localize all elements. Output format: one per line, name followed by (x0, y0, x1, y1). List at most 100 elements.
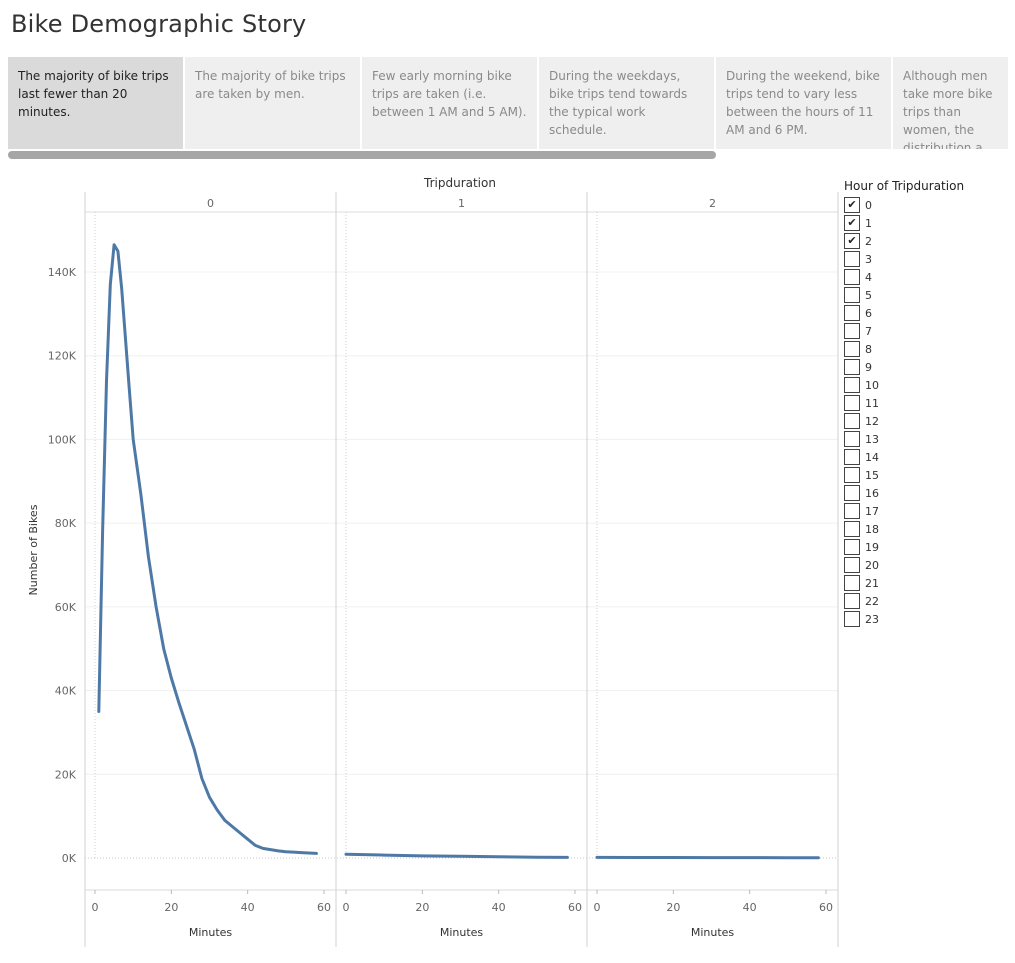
hour-filter-label: 22 (865, 594, 879, 608)
hour-filter-item-3[interactable]: 3 (844, 250, 1009, 268)
checkbox-unchecked-icon[interactable] (844, 251, 860, 267)
hour-filter-label: 5 (865, 288, 872, 302)
column-header-title: Tripduration (423, 176, 496, 190)
hour-filter-label: 7 (865, 324, 872, 338)
story-nav-scrollbar[interactable] (8, 151, 716, 159)
hour-filter-item-1[interactable]: ✔ 1 (844, 214, 1009, 232)
hour-filter-item-7[interactable]: 7 (844, 322, 1009, 340)
story-navigator: The majority of bike trips last fewer th… (8, 57, 1008, 149)
checkbox-unchecked-icon[interactable] (844, 575, 860, 591)
hour-filter-item-17[interactable]: 17 (844, 502, 1009, 520)
checkbox-unchecked-icon[interactable] (844, 485, 860, 501)
story-point-2[interactable]: The majority of bike trips are taken by … (185, 57, 360, 149)
hour-filter-item-5[interactable]: 5 (844, 286, 1009, 304)
x-tick-label: 20 (415, 901, 429, 914)
story-point-4-caption: During the weekdays, bike trips tend tow… (549, 69, 688, 137)
y-tick-label: 0K (62, 852, 77, 865)
hour-filter-item-10[interactable]: 10 (844, 376, 1009, 394)
hour-filter-item-9[interactable]: 9 (844, 358, 1009, 376)
hour-filter-item-6[interactable]: 6 (844, 304, 1009, 322)
hour-filter-label: 16 (865, 486, 879, 500)
hour-filter-item-14[interactable]: 14 (844, 448, 1009, 466)
hour-filter-item-16[interactable]: 16 (844, 484, 1009, 502)
x-tick-label: 0 (594, 901, 601, 914)
x-tick-label: 0 (343, 901, 350, 914)
checkbox-checked-icon[interactable]: ✔ (844, 197, 860, 213)
checkbox-checked-icon[interactable]: ✔ (844, 233, 860, 249)
y-tick-label: 40K (55, 685, 77, 698)
story-point-1[interactable]: The majority of bike trips last fewer th… (8, 57, 183, 149)
hour-filter-label: 1 (865, 216, 872, 230)
checkbox-unchecked-icon[interactable] (844, 269, 860, 285)
checkbox-unchecked-icon[interactable] (844, 413, 860, 429)
hour-filter-item-2[interactable]: ✔ 2 (844, 232, 1009, 250)
hour-filter-item-15[interactable]: 15 (844, 466, 1009, 484)
x-tick-label: 40 (492, 901, 506, 914)
x-tick-label: 0 (92, 901, 99, 914)
hour-filter-label: 6 (865, 306, 872, 320)
checkbox-unchecked-icon[interactable] (844, 359, 860, 375)
story-point-6[interactable]: Although men take more bike trips than w… (893, 57, 1008, 149)
checkbox-unchecked-icon[interactable] (844, 287, 860, 303)
hour-filter-item-19[interactable]: 19 (844, 538, 1009, 556)
story-point-4[interactable]: During the weekdays, bike trips tend tow… (539, 57, 714, 149)
hour-filter-item-18[interactable]: 18 (844, 520, 1009, 538)
checkbox-unchecked-icon[interactable] (844, 305, 860, 321)
y-tick-label: 20K (55, 768, 77, 781)
series-line-hour-0 (97, 243, 318, 855)
hour-filter-label: 12 (865, 414, 879, 428)
checkbox-unchecked-icon[interactable] (844, 503, 860, 519)
panel-header-label: 2 (709, 197, 716, 210)
legend-items: ✔ 0 ✔ 1 ✔ 2 3 4 5 6 7 8 9 10 11 12 13 14 15 16 17 18 19 20 21 22 2… (844, 196, 1009, 628)
checkbox-unchecked-icon[interactable] (844, 467, 860, 483)
story-point-5[interactable]: During the weekend, bike trips tend to v… (716, 57, 891, 149)
hour-filter-item-20[interactable]: 20 (844, 556, 1009, 574)
hour-filter-label: 20 (865, 558, 879, 572)
hour-filter-item-0[interactable]: ✔ 0 (844, 196, 1009, 214)
hour-filter-label: 18 (865, 522, 879, 536)
hour-filter-label: 3 (865, 252, 872, 266)
checkbox-unchecked-icon[interactable] (844, 449, 860, 465)
checkbox-checked-icon[interactable]: ✔ (844, 215, 860, 231)
hour-filter-label: 21 (865, 576, 879, 590)
hour-filter-label: 17 (865, 504, 879, 518)
checkbox-unchecked-icon[interactable] (844, 323, 860, 339)
hour-filter-item-4[interactable]: 4 (844, 268, 1009, 286)
hour-filter-label: 8 (865, 342, 872, 356)
trip-duration-chart: Tripduration 0K 20K 40K 60K 80K 100K 120K 140K Nu… (27, 176, 839, 947)
panel-header-label: 0 (207, 197, 214, 210)
x-axis-title: Minutes (691, 926, 735, 939)
hour-filter-legend: Hour of Tripduration ✔ 0 ✔ 1 ✔ 2 3 4 5 6 7 8 9 10 11 12… (844, 179, 1009, 628)
x-tick-label: 20 (164, 901, 178, 914)
hour-filter-label: 13 (865, 432, 879, 446)
checkbox-unchecked-icon[interactable] (844, 395, 860, 411)
hour-filter-item-22[interactable]: 22 (844, 592, 1009, 610)
hour-filter-item-8[interactable]: 8 (844, 340, 1009, 358)
story-title: Bike Demographic Story (11, 10, 307, 38)
story-point-1-caption: The majority of bike trips last fewer th… (18, 69, 169, 119)
checkbox-unchecked-icon[interactable] (844, 539, 860, 555)
story-point-6-caption: Although men take more bike trips than w… (903, 69, 993, 149)
x-tick-label: 40 (743, 901, 757, 914)
legend-title: Hour of Tripduration (844, 179, 965, 193)
story-point-5-caption: During the weekend, bike trips tend to v… (726, 69, 880, 137)
x-tick-label: 40 (241, 901, 255, 914)
hour-filter-item-23[interactable]: 23 (844, 610, 1009, 628)
hour-filter-item-13[interactable]: 13 (844, 430, 1009, 448)
y-tick-label: 60K (55, 601, 77, 614)
checkbox-unchecked-icon[interactable] (844, 341, 860, 357)
hour-filter-item-21[interactable]: 21 (844, 574, 1009, 592)
checkbox-unchecked-icon[interactable] (844, 593, 860, 609)
checkbox-unchecked-icon[interactable] (844, 557, 860, 573)
hour-filter-label: 19 (865, 540, 879, 554)
x-tick-label: 60 (568, 901, 582, 914)
checkbox-unchecked-icon[interactable] (844, 611, 860, 627)
hour-filter-label: 4 (865, 270, 872, 284)
story-point-3[interactable]: Few early morning bike trips are taken (… (362, 57, 537, 149)
y-axis-title: Number of Bikes (27, 504, 40, 595)
checkbox-unchecked-icon[interactable] (844, 431, 860, 447)
checkbox-unchecked-icon[interactable] (844, 377, 860, 393)
hour-filter-item-11[interactable]: 11 (844, 394, 1009, 412)
hour-filter-item-12[interactable]: 12 (844, 412, 1009, 430)
checkbox-unchecked-icon[interactable] (844, 521, 860, 537)
